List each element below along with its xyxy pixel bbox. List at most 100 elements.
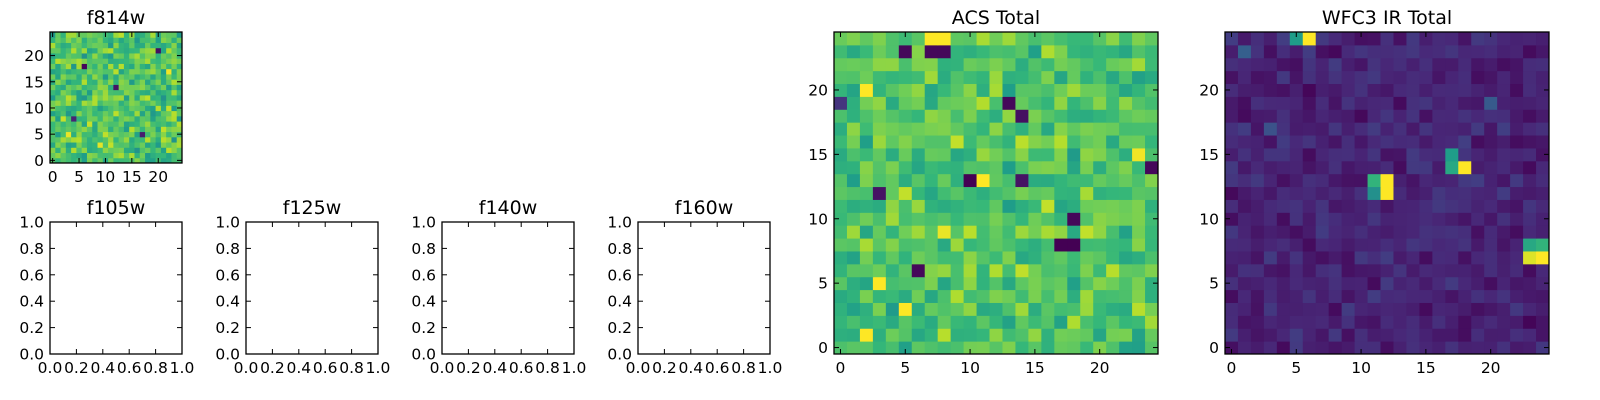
heatmap-cell [171, 32, 178, 38]
heatmap-cell [898, 289, 913, 303]
heatmap-cell [176, 147, 183, 154]
heatmap-cell [108, 126, 114, 133]
heatmap-cell [150, 94, 157, 101]
heatmap-cell [976, 315, 991, 329]
heatmap-cell [937, 341, 952, 355]
heatmap-cell [885, 57, 900, 72]
heatmap-cell [155, 110, 162, 117]
heatmap-cell [1497, 96, 1511, 110]
x-tick-label: 0 [48, 168, 58, 186]
heatmap-cell [1015, 147, 1029, 162]
heatmap-cell [1237, 341, 1252, 355]
heatmap-cell [50, 121, 56, 127]
heatmap-cell [155, 152, 162, 159]
heatmap-cell [1276, 32, 1291, 46]
heatmap-cell [1119, 160, 1133, 175]
heatmap-cell [118, 152, 125, 159]
heatmap-cell [1523, 96, 1537, 110]
heatmap-cell [1354, 328, 1369, 342]
heatmap-cell [1145, 341, 1159, 355]
heatmap-cell [1132, 212, 1146, 226]
heatmap-cell [134, 105, 141, 112]
heatmap-cell [885, 160, 900, 175]
heatmap-cell [1302, 70, 1317, 85]
heatmap-cell [1028, 83, 1042, 97]
heatmap-cell [145, 89, 151, 96]
heatmap-cell [92, 100, 99, 106]
heatmap-cell [1276, 96, 1291, 110]
heatmap-cell [1041, 199, 1055, 213]
heatmap-cell [134, 47, 141, 54]
heatmap-cell [1510, 160, 1524, 175]
heatmap-cell [1054, 225, 1068, 239]
heatmap-cell [1093, 186, 1107, 200]
x-tick-label: 0.8 [535, 359, 560, 377]
heatmap-cell [55, 136, 62, 143]
heatmap-cell [898, 328, 913, 342]
heatmap-cell [1015, 238, 1029, 252]
heatmap-cell [1080, 199, 1094, 213]
heatmap-cells-wfc3_ir_total [1225, 32, 1550, 355]
heatmap-cell [55, 79, 62, 85]
heatmap-cell [1145, 44, 1159, 59]
heatmap-cell [1106, 57, 1120, 72]
heatmap-cell [102, 52, 109, 59]
heatmap-cell [976, 263, 991, 278]
heatmap-cell [1484, 238, 1498, 252]
heatmap-cell [134, 157, 141, 164]
heatmap-cell [885, 173, 900, 188]
heatmap-cell [50, 126, 56, 133]
heatmap-cell [1302, 147, 1317, 162]
heatmap-cell [1445, 70, 1459, 85]
heatmap-cell [1341, 199, 1356, 213]
heatmap-cell [1276, 83, 1291, 97]
heatmap-cell [1093, 212, 1107, 226]
heatmap-cell [989, 225, 1003, 239]
heatmap-cell [1432, 70, 1446, 85]
heatmap-cell [97, 121, 104, 127]
heatmap-cell [1354, 70, 1369, 85]
heatmap-cell [1354, 122, 1369, 136]
heatmap-cell [937, 263, 952, 278]
heatmap-cell [145, 126, 151, 133]
heatmap-cell [834, 315, 848, 329]
heatmap-cell [81, 79, 88, 85]
heatmap-cell [976, 135, 991, 149]
heatmap-cell [1237, 109, 1252, 123]
heatmap-cell [86, 63, 93, 70]
heatmap-cell [1367, 96, 1382, 110]
heatmap-cell [76, 58, 83, 64]
heatmap-cell [92, 52, 99, 59]
heatmap-cell [1263, 289, 1278, 303]
heatmap-cell [1002, 109, 1016, 123]
heatmap-cell [86, 110, 93, 117]
heatmap-cell [1145, 186, 1159, 200]
heatmap-cell [1119, 109, 1133, 123]
heatmap-cell [76, 152, 83, 159]
heatmap-cell [924, 289, 939, 303]
heatmap-cell [1484, 147, 1498, 162]
heatmap-cell [1041, 70, 1055, 85]
heatmap-cell [1289, 250, 1304, 265]
heatmap-cell [976, 276, 991, 291]
heatmap-cell [1093, 96, 1107, 110]
heatmap-cell [118, 115, 125, 122]
heatmap-cell [1315, 83, 1330, 97]
heatmap-cell [1484, 83, 1498, 97]
heatmap-cell [872, 70, 887, 85]
heatmap-cell [1536, 173, 1550, 188]
heatmap-cell [1328, 173, 1343, 188]
heatmap-cell [65, 152, 72, 159]
heatmap-cell [1341, 109, 1356, 123]
heatmap-cell [171, 142, 178, 148]
heatmap-cell [1445, 289, 1459, 303]
x-tick-label: 10 [960, 359, 980, 377]
heatmap-cell [108, 73, 114, 80]
heatmap-cell [834, 173, 848, 188]
heatmap-cell [102, 142, 109, 148]
heatmap-cell [872, 289, 887, 303]
heatmap-cell [155, 73, 162, 80]
heatmap-cell [134, 32, 141, 38]
heatmap-cell [1067, 83, 1081, 97]
heatmap-cell [872, 32, 887, 46]
